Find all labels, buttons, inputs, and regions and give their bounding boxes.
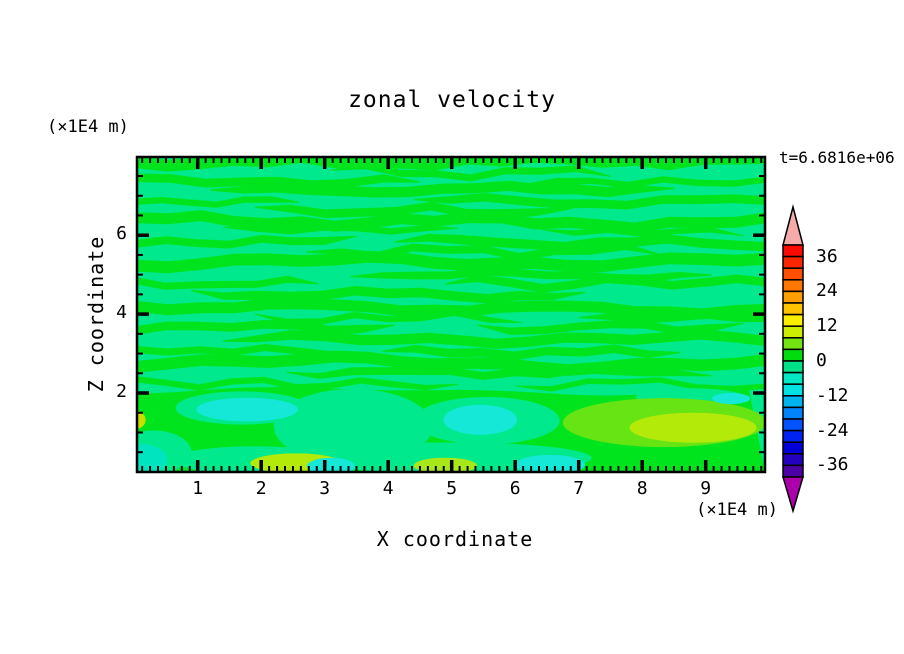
x-tick-label: 5 [446,478,458,499]
x-tick-label: 3 [319,478,331,499]
colorbar-tick-label: -36 [816,454,849,476]
x-tick-label: 7 [573,478,585,499]
colorbar-tick-label: -24 [816,419,849,441]
x-tick-label: 8 [636,478,648,499]
y-tick-label: 4 [116,302,127,324]
colorbar-tick-label: 36 [816,245,838,267]
colorbar-tick-label: 24 [816,280,838,302]
x-axis-title: X coordinate [376,527,534,551]
contour-field [137,157,765,472]
time-annotation: t=6.6816e+06 [779,148,895,167]
y-tick-label: 6 [116,223,127,245]
colorbar-tick-label: 0 [816,350,827,371]
x-tick-label: 4 [382,478,394,499]
x-tick-label: 9 [700,478,712,499]
x-tick-label: 1 [192,478,204,499]
plot-frame-and-ticks [135,155,767,474]
y-tick-label: 2 [116,381,127,402]
x-tick-label: 2 [255,478,267,499]
y-axis-unit: (×1E4 m) [47,117,129,137]
x-tick-label: 6 [509,478,521,499]
colorbar [781,204,805,514]
colorbar-undershoot-arrow [781,476,805,514]
colorbar-overshoot-arrow [782,204,804,246]
x-axis-unit: (×1E4 m) [696,500,778,520]
plot-title: zonal velocity [348,87,556,113]
colorbar-tick-label: -12 [816,384,849,406]
colorbar-tick-label: 12 [816,315,838,337]
